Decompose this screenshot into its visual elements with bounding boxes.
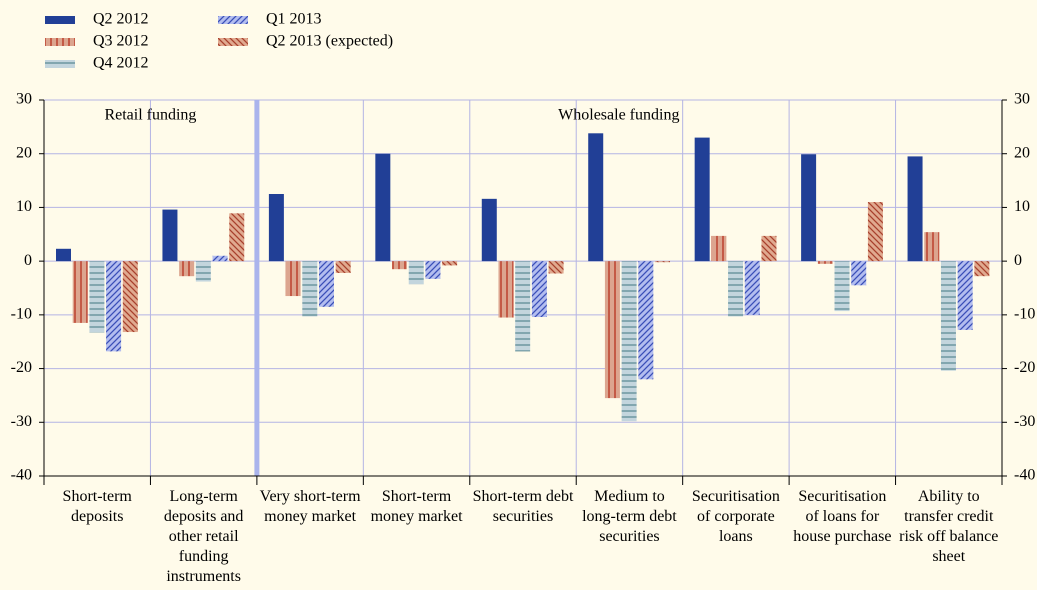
y2-tick-label: 30: [1014, 91, 1030, 108]
bar: [392, 261, 408, 270]
bar: [907, 156, 923, 262]
bar: [375, 153, 391, 262]
bar: [531, 261, 547, 318]
bar: [924, 232, 940, 262]
annotation: Wholesale funding: [558, 107, 679, 124]
bar: [744, 261, 760, 315]
y-tick-label: -20: [11, 359, 32, 376]
bar: [548, 261, 564, 274]
bar: [588, 133, 604, 262]
bar: [408, 261, 424, 285]
bar: [498, 261, 514, 318]
bar: [694, 137, 710, 262]
legend-label: Q2 2012: [93, 11, 149, 28]
legend-swatch: [218, 16, 248, 24]
bar: [761, 235, 777, 262]
bar: [957, 261, 973, 330]
bar: [162, 209, 178, 262]
y-tick-label: 0: [24, 252, 32, 269]
y2-tick-label: 0: [1014, 252, 1022, 269]
bar: [268, 194, 284, 262]
legend-label: Q2 2013 (expected): [266, 33, 393, 50]
bar: [122, 261, 138, 333]
bar: [442, 261, 458, 266]
bar: [728, 261, 744, 317]
bar: [817, 261, 833, 264]
y2-tick-label: 10: [1014, 198, 1030, 215]
bar: [106, 261, 122, 352]
bar: [711, 235, 727, 262]
x-tick-label: Securitisation of loans for house purcha…: [793, 488, 892, 545]
bar: [834, 261, 850, 312]
legend-label: Q4 2012: [93, 55, 149, 72]
bar: [940, 261, 956, 371]
y-tick-label: -30: [11, 413, 32, 430]
legend-label: Q1 2013: [266, 11, 322, 28]
y-tick-label: 20: [16, 144, 32, 161]
bar: [285, 261, 301, 297]
y2-tick-label: -20: [1014, 359, 1035, 376]
legend-swatch: [45, 60, 75, 68]
x-tick-label: Long-term deposits and other retail fund…: [163, 488, 244, 585]
bar: [89, 261, 105, 333]
bar: [302, 261, 318, 317]
bar: [851, 261, 867, 286]
x-tick-label: Ability to transfer credit risk off bala…: [899, 488, 999, 565]
legend-swatch: [218, 38, 248, 46]
bar: [318, 261, 334, 307]
bar: [655, 261, 671, 263]
bar: [867, 202, 883, 262]
y2-tick-label: -40: [1014, 467, 1035, 484]
bar: [56, 248, 71, 262]
legend-swatch: [45, 16, 75, 24]
bar: [335, 261, 351, 273]
bar: [425, 261, 441, 279]
legend-label: Q3 2012: [93, 33, 149, 50]
annotation: Retail funding: [104, 107, 196, 124]
x-tick-label: Short-term money market: [370, 488, 463, 525]
x-tick-label: Short-term debt securities: [472, 488, 574, 525]
bar: [638, 261, 654, 380]
bar: [72, 261, 88, 323]
bar: [195, 261, 211, 282]
x-tick-label: Very short-term money market: [259, 488, 361, 525]
y-tick-label: -10: [11, 306, 32, 323]
bar: [604, 261, 620, 399]
y-tick-label: -40: [11, 467, 32, 484]
legend-swatch: [45, 38, 75, 46]
y2-tick-label: 20: [1014, 144, 1030, 161]
x-tick-label: Short-term deposits: [62, 488, 132, 525]
y2-tick-label: -30: [1014, 413, 1035, 430]
bar: [974, 261, 990, 277]
y-tick-label: 10: [16, 198, 32, 215]
x-tick-label: Securitisation of corporate loans: [691, 488, 780, 545]
bar: [212, 255, 228, 262]
y-tick-label: 30: [16, 91, 32, 108]
y2-tick-label: -10: [1014, 306, 1035, 323]
bar: [481, 198, 497, 262]
bar: [179, 261, 195, 277]
bar: [621, 261, 637, 422]
bar: [801, 154, 817, 262]
bar: [515, 261, 531, 352]
x-tick-label: Medium to long-term debt securities: [582, 488, 677, 545]
bar: [229, 213, 245, 262]
